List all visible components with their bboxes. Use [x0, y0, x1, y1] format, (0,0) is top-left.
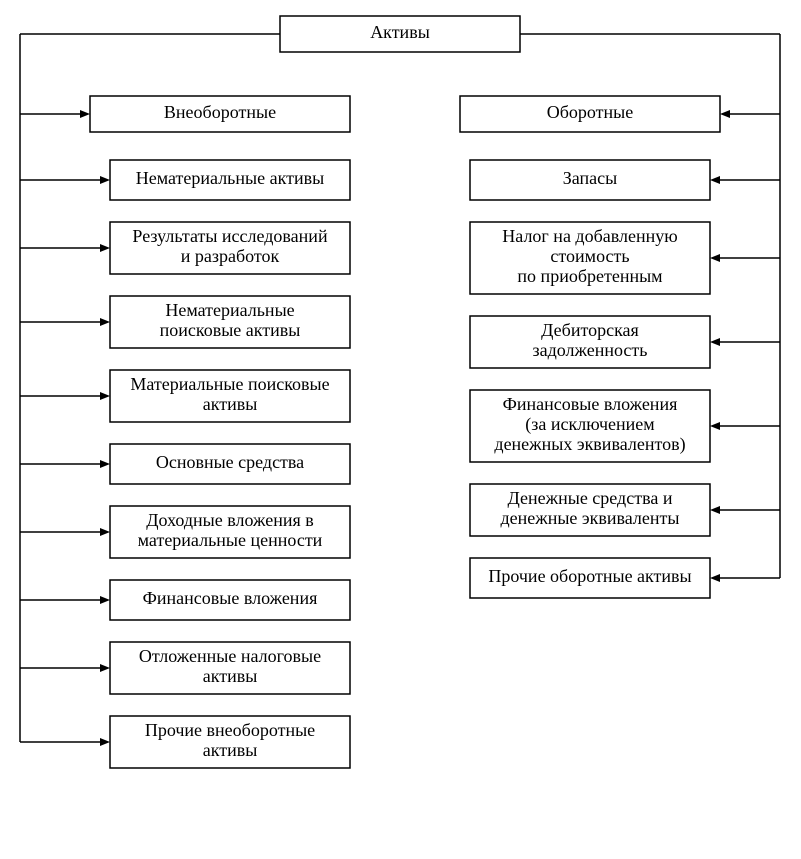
- arrowhead-icon: [100, 244, 110, 252]
- node-current-0-label: Запасы: [563, 168, 617, 188]
- node-noncurrent-0-label: Нематериальные активы: [136, 168, 324, 188]
- node-current-1-label: по приобретенным: [517, 266, 662, 286]
- node-noncurrent-6-label: Финансовые вложения: [143, 588, 318, 608]
- arrowhead-icon: [100, 664, 110, 672]
- node-noncurrent-7-label: активы: [203, 666, 258, 686]
- node-current-3-label: Финансовые вложения: [503, 394, 678, 414]
- arrowhead-icon: [100, 596, 110, 604]
- arrowhead-icon: [100, 460, 110, 468]
- node-current-4-label: денежные эквиваленты: [501, 508, 680, 528]
- node-noncurrent-7-label: Отложенные налоговые: [139, 646, 321, 666]
- node-noncurrent-5-label: Доходные вложения в: [146, 510, 314, 530]
- node-current-3-label: денежных эквивалентов): [494, 434, 685, 455]
- node-noncurrent-5-label: материальные ценности: [138, 530, 323, 550]
- arrowhead-icon: [100, 318, 110, 326]
- arrowhead-icon: [100, 528, 110, 536]
- arrowhead-icon: [100, 176, 110, 184]
- node-noncurrent-3-label: Материальные поисковые: [130, 374, 329, 394]
- arrowhead-icon: [710, 176, 720, 184]
- root-node-label: Активы: [370, 22, 430, 42]
- arrowhead-icon: [100, 392, 110, 400]
- node-current-2-label: Дебиторская: [541, 320, 639, 340]
- branch-header-noncurrent-label: Внеоборотные: [164, 102, 276, 122]
- arrowhead-icon: [710, 574, 720, 582]
- node-current-1-label: Налог на добавленную: [502, 226, 677, 246]
- node-noncurrent-2-label: поисковые активы: [160, 320, 301, 340]
- arrowhead-icon: [710, 338, 720, 346]
- arrowhead-icon: [80, 110, 90, 118]
- node-current-2-label: задолженность: [533, 340, 648, 360]
- branch-header-current-label: Оборотные: [547, 102, 634, 122]
- arrowhead-icon: [720, 110, 730, 118]
- node-noncurrent-8-label: активы: [203, 740, 258, 760]
- node-noncurrent-3-label: активы: [203, 394, 258, 414]
- arrowhead-icon: [100, 738, 110, 746]
- arrowhead-icon: [710, 422, 720, 430]
- arrowhead-icon: [710, 506, 720, 514]
- node-noncurrent-2-label: Нематериальные: [165, 300, 294, 320]
- node-current-5-label: Прочие оборотные активы: [488, 566, 691, 586]
- node-noncurrent-1-label: и разработок: [181, 246, 280, 266]
- node-current-4-label: Денежные средства и: [508, 488, 673, 508]
- node-current-1-label: стоимость: [550, 246, 629, 266]
- node-noncurrent-4-label: Основные средства: [156, 452, 304, 472]
- node-noncurrent-8-label: Прочие внеоборотные: [145, 720, 315, 740]
- node-noncurrent-1-label: Результаты исследований: [132, 226, 328, 246]
- arrowhead-icon: [710, 254, 720, 262]
- node-current-3-label: (за исключением: [525, 414, 654, 435]
